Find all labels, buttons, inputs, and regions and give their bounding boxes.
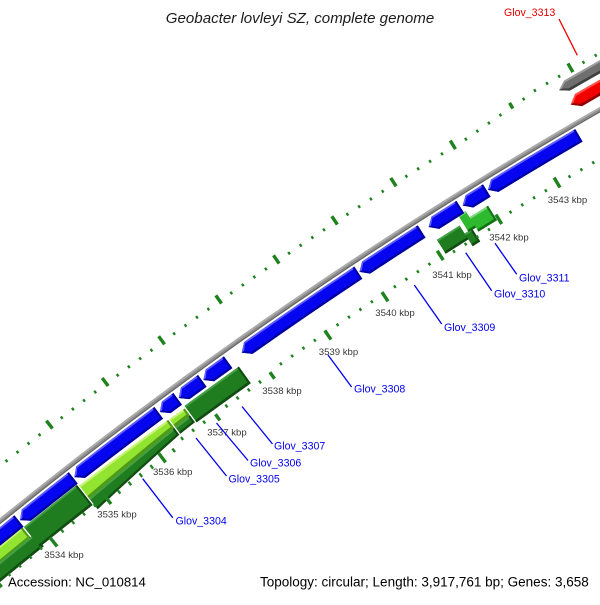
svg-text:3540 kbp: 3540 kbp [375, 308, 414, 319]
svg-text:3539 kbp: 3539 kbp [319, 347, 358, 358]
svg-text:3535 kbp: 3535 kbp [97, 510, 136, 521]
svg-text:Glov_3305: Glov_3305 [229, 474, 280, 486]
svg-text:Glov_3304: Glov_3304 [176, 516, 227, 528]
svg-text:Glov_3309: Glov_3309 [444, 322, 495, 334]
svg-text:3538 kbp: 3538 kbp [262, 386, 301, 397]
svg-text:Glov_3306: Glov_3306 [250, 458, 301, 470]
svg-text:Glov_3313: Glov_3313 [504, 7, 555, 19]
svg-text:3536 kbp: 3536 kbp [153, 467, 192, 478]
svg-text:Glov_3310: Glov_3310 [494, 289, 545, 301]
svg-text:Glov_3311: Glov_3311 [519, 273, 570, 285]
svg-text:Topology: circular; Length: 3,: Topology: circular; Length: 3,917,761 bp… [260, 575, 589, 590]
svg-text:Geobacter lovleyi SZ, complete: Geobacter lovleyi SZ, complete genome [166, 10, 434, 27]
svg-text:Glov_3307: Glov_3307 [274, 441, 325, 453]
svg-text:3534 kbp: 3534 kbp [44, 550, 83, 561]
svg-text:3542 kbp: 3542 kbp [489, 233, 528, 244]
svg-text:3543 kbp: 3543 kbp [548, 195, 587, 206]
svg-text:Glov_3308: Glov_3308 [354, 384, 405, 396]
svg-text:3541 kbp: 3541 kbp [432, 270, 471, 281]
svg-text:3537 kbp: 3537 kbp [207, 428, 246, 439]
svg-text:Accession: NC_010814: Accession: NC_010814 [8, 575, 146, 590]
